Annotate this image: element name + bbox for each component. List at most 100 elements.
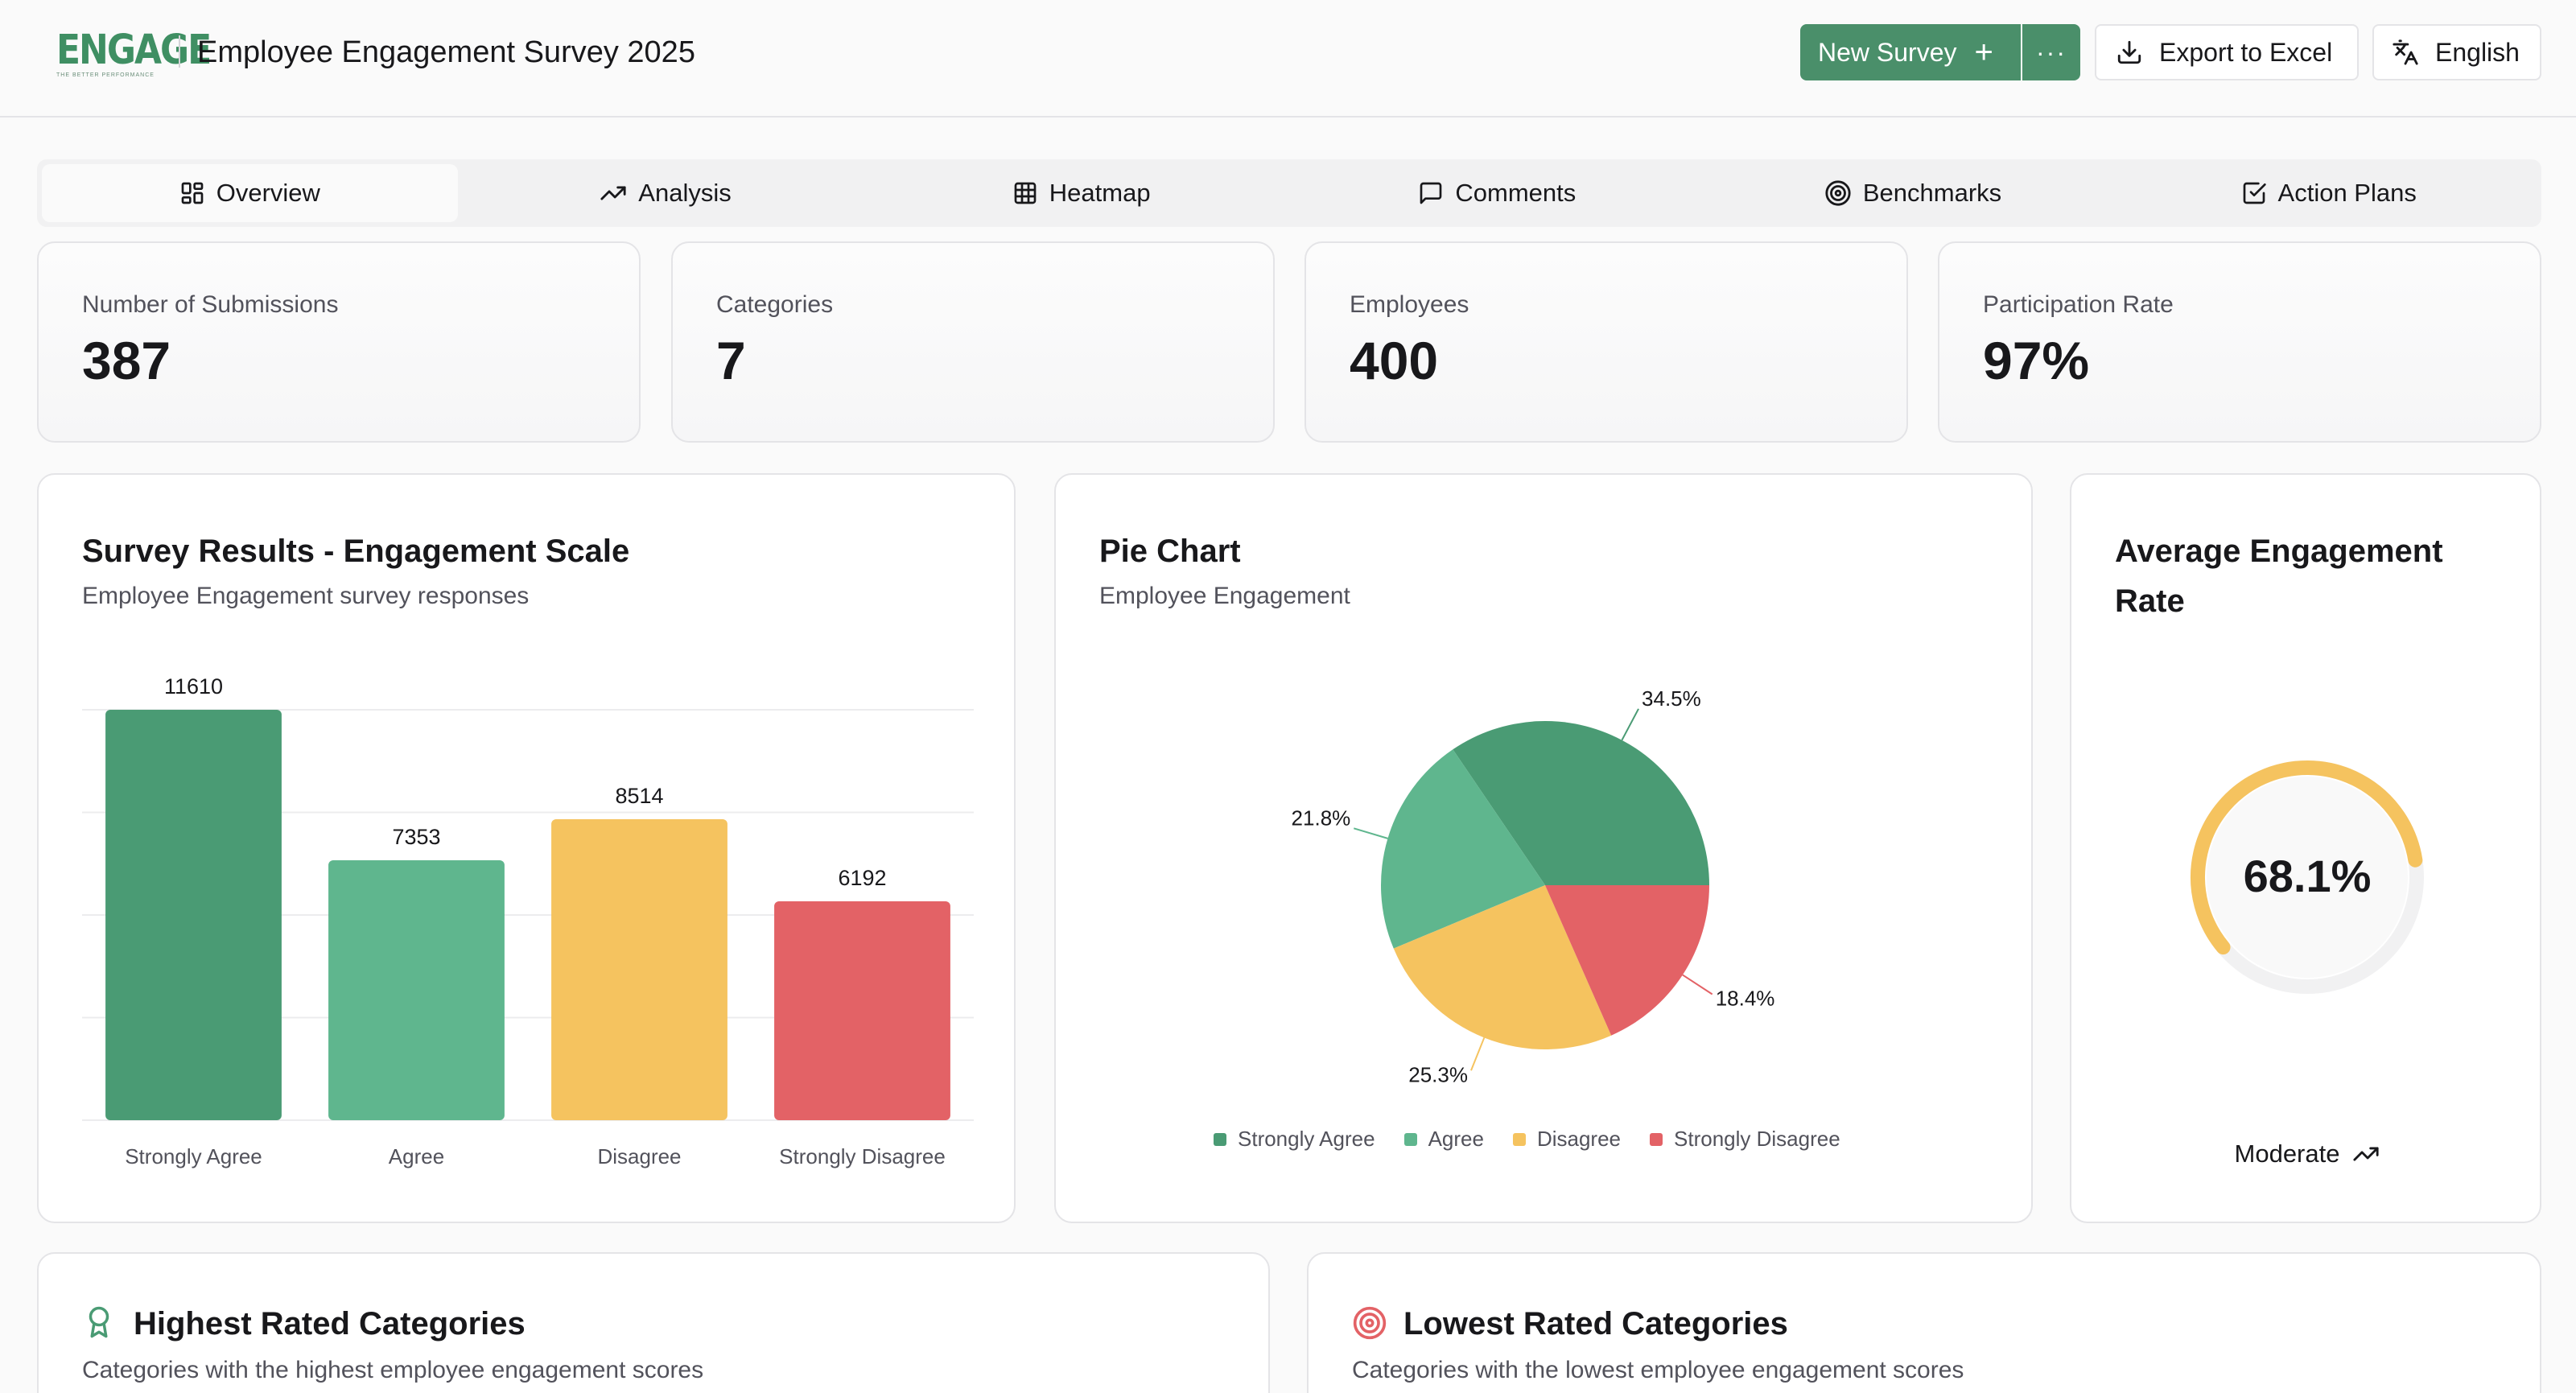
card-title: Lowest Rated Categories [1403,1306,1788,1341]
tab-label: Comments [1455,179,1577,207]
pie-value-label: 25.3% [1408,1062,1468,1086]
legend-label: Strongly Disagree [1674,1127,1840,1151]
tab-heatmap[interactable]: Heatmap [873,164,1289,222]
tab-label: Heatmap [1049,179,1151,207]
legend-item: Strongly Disagree [1650,1127,1840,1152]
pie-value-label: 21.8% [1292,806,1351,830]
pie-slice [1381,749,1545,949]
legend-swatch [1403,1132,1417,1146]
new-survey-label: New Survey [1818,37,1957,67]
card-title: Average Engagement Rate [2115,534,2443,619]
page-title: Employee Engagement Survey 2025 [197,35,695,69]
pie-leader-line [1354,827,1388,839]
table-grid-icon [1014,182,1037,204]
header-divider [179,35,180,68]
trending-up-icon [600,186,626,200]
bar [328,860,505,1120]
tab-bar: Overview Analysis Heatmap Comments Bench… [37,159,2541,227]
download-icon [2117,40,2141,64]
legend-label: Disagree [1536,1127,1622,1151]
app-header: ENGAGE THE BETTER PERFORMANCE Employee E… [0,0,2576,117]
pie-slice [1393,885,1612,1049]
engage-logo[interactable]: ENGAGE THE BETTER PERFORMANCE [56,27,212,78]
lowest-rated-card: Lowest Rated Categories Categories with … [1307,1252,2541,1393]
pie-value-label: 18.4% [1716,987,1775,1011]
stat-value: 400 [1350,331,1439,390]
card-subtitle: Categories with the highest employee eng… [82,1357,704,1383]
export-label: Export to Excel [2159,37,2333,67]
tab-label: Analysis [638,179,732,207]
stat-label: Employees [1350,291,1469,318]
legend-swatch [1512,1132,1526,1146]
bar-value-label: 7353 [392,825,440,849]
more-horizontal-icon: ··· [2036,37,2067,67]
bar [551,819,727,1120]
gauge-arc [2191,760,2423,955]
stat-card-participation: Participation Rate 97% [1938,241,2541,443]
stat-value: 387 [82,331,171,390]
stat-value: 7 [716,331,746,390]
bar-value-label: 6192 [838,866,886,890]
tab-analysis[interactable]: Analysis [458,164,874,222]
tab-label: Benchmarks [1862,179,2002,207]
bar-chart: 11610 Strongly Agree 7353 Agree 8514 Disagree… [82,674,974,1168]
logo-subtext: THE BETTER PERFORMANCE [56,72,155,78]
engagement-gauge: 68.1% [2191,760,2424,994]
more-options-button[interactable]: ··· [2022,24,2080,80]
pie-leader-line [1621,708,1639,741]
card-subtitle: Employee Engagement [1099,583,1350,609]
status-label: Moderate [2234,1140,2340,1168]
pie-value-label: 34.5% [1642,686,1701,711]
trending-up-icon [2353,1147,2380,1161]
language-button[interactable]: English [2372,24,2541,80]
highest-rated-card: Highest Rated Categories Categories with… [37,1252,1270,1393]
target-icon [1353,1306,1387,1340]
card-title: Pie Chart [1099,534,1241,569]
new-survey-button[interactable]: New Survey + [1800,24,2021,80]
tab-comments[interactable]: Comments [1289,164,1705,222]
languages-icon [2393,39,2418,65]
bar [105,710,282,1120]
tab-label: Action Plans [2277,179,2417,207]
legend-item: Disagree [1512,1127,1622,1152]
gauge-center [2207,777,2408,978]
pie-leader-line [1682,974,1713,995]
stat-card-categories: Categories 7 [671,241,1275,443]
tab-benchmarks[interactable]: Benchmarks [1705,164,2121,222]
stat-label: Participation Rate [1983,291,2174,318]
card-subtitle: Categories with the lowest employee enga… [1352,1357,1964,1383]
legend-item: Agree [1403,1127,1484,1152]
x-tick-label: Disagree [597,1144,681,1168]
engagement-rate-card: Average Engagement Rate 68.1% Moderate [2070,473,2541,1223]
legend-item: Strongly Agree [1214,1127,1375,1152]
gauge-value-label: 68.1% [2244,851,2372,901]
language-label: English [2435,37,2520,67]
export-excel-button[interactable]: Export to Excel [2095,24,2359,80]
card-title: Highest Rated Categories [134,1306,526,1341]
bar-chart-card: Survey Results - Engagement Scale Employ… [37,473,1016,1223]
stat-value: 97% [1983,331,2090,390]
pie-chart-card: Pie Chart Employee Engagement 34.5% 21.8%… [1054,473,2033,1223]
plus-icon: + [1974,35,1993,70]
target-icon [1825,180,1851,206]
legend-swatch [1650,1132,1663,1146]
stat-label: Categories [716,291,834,318]
pie-chart: 34.5% 21.8% 25.3% 18.4% [1292,686,1775,1086]
bar-value-label: 11610 [164,674,223,699]
stat-card-employees: Employees 400 [1304,241,1908,443]
check-square-icon [2243,182,2266,204]
x-tick-label: Strongly Disagree [779,1144,946,1168]
x-tick-label: Agree [389,1144,444,1168]
tab-action-plans[interactable]: Action Plans [2121,164,2537,222]
pie-leader-line [1470,1037,1486,1071]
card-subtitle: Employee Engagement survey responses [82,583,530,609]
bar [774,901,950,1120]
stat-label: Number of Submissions [82,291,339,318]
layout-grid-icon [181,182,204,204]
tab-label: Overview [216,179,320,207]
engagement-status: Moderate [2071,1140,2543,1168]
pie-slice [1453,721,1709,885]
legend-swatch [1214,1132,1226,1146]
tab-overview[interactable]: Overview [42,164,458,222]
legend-label: Agree [1428,1127,1484,1151]
